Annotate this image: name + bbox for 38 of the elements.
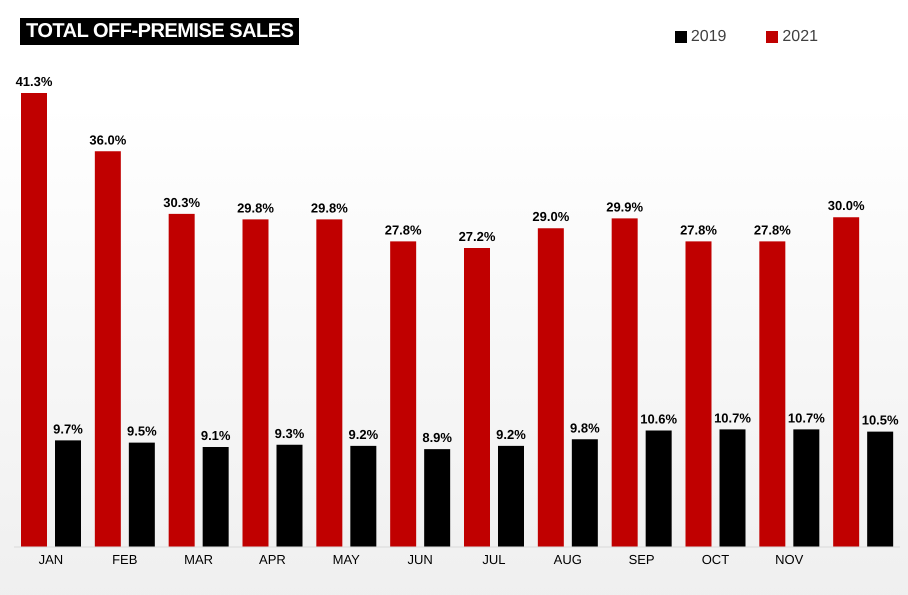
data-label: 10.7% <box>714 410 752 426</box>
chart-title: TOTAL OFF-PREMISE SALES <box>20 18 300 45</box>
data-label: 10.5% <box>862 412 900 428</box>
x-tick-label: MAY <box>332 552 360 568</box>
data-label: 9.2% <box>496 426 526 442</box>
x-tick-label: MAR <box>184 552 214 568</box>
x-tick-label: FEB <box>112 552 138 568</box>
data-label: 10.7% <box>788 410 826 426</box>
data-label: 10.6% <box>640 411 678 426</box>
data-label: 27.2% <box>458 229 496 244</box>
data-label: 9.5% <box>127 424 158 439</box>
legend-label: 2021 <box>782 28 818 45</box>
x-tick-label: APR <box>259 552 286 568</box>
data-label: 41.3% <box>16 74 53 89</box>
x-tick-label: JUL <box>482 552 506 568</box>
data-label: 27.8% <box>754 222 792 238</box>
x-tick-label: JAN <box>38 552 64 568</box>
data-label: 9.7% <box>53 421 84 436</box>
data-label: 27.8% <box>384 222 422 238</box>
data-label: 9.2% <box>348 426 379 442</box>
data-label: 29.8% <box>237 200 274 216</box>
data-label: 30.3% <box>163 194 201 210</box>
x-tick-label: SEP <box>628 552 655 568</box>
data-label: 29.0% <box>532 209 570 224</box>
data-label: 36.0% <box>89 132 127 148</box>
data-label: 29.9% <box>606 199 644 214</box>
data-label: 30.0% <box>828 198 866 214</box>
data-label: 8.9% <box>422 430 452 446</box>
data-label: 29.8% <box>310 200 348 216</box>
data-label: 9.8% <box>570 420 600 436</box>
data-label: 9.1% <box>200 428 231 443</box>
x-tick-label: OCT <box>702 552 730 568</box>
legend-label: 2019 <box>690 28 726 45</box>
x-tick-label: NOV <box>775 552 804 568</box>
data-label: 9.3% <box>274 426 305 441</box>
data-label: 27.8% <box>680 222 718 238</box>
x-tick-label: AUG <box>554 552 582 568</box>
x-tick-label: JUN <box>407 552 433 568</box>
